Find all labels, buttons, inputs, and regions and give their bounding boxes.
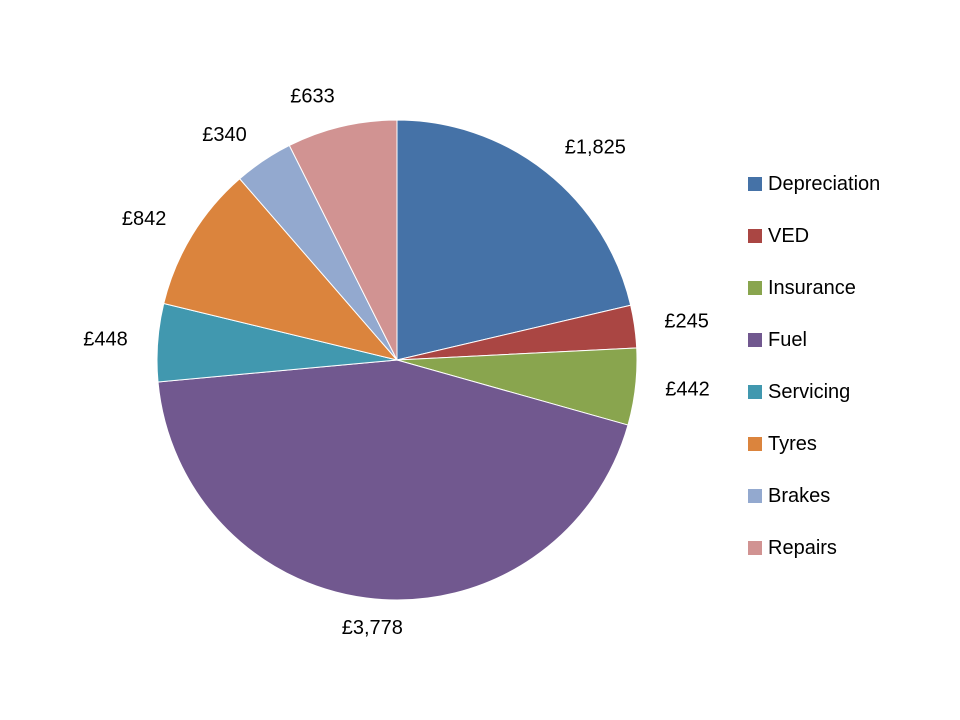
legend-item-depreciation: Depreciation — [748, 158, 880, 210]
legend-label: Servicing — [768, 380, 851, 403]
pie-data-labels: £1,825 £245 £442 £3,778 £448 £842 £340 £633 — [83, 86, 710, 640]
pie-slice-fuel — [157, 359, 629, 601]
data-label-insurance: £442 — [665, 379, 710, 401]
legend: Depreciation VED Insurance Fuel Servicin… — [748, 158, 880, 574]
legend-swatch — [748, 281, 762, 295]
legend-swatch — [748, 333, 762, 347]
legend-label: Depreciation — [768, 172, 881, 195]
data-label-fuel: £3,778 — [342, 617, 403, 639]
legend-item-fuel: Fuel — [748, 314, 880, 366]
legend-label: Repairs — [768, 536, 837, 559]
data-label-depreciation: £1,825 — [565, 137, 626, 159]
data-label-ved: £245 — [664, 311, 709, 333]
legend-label: VED — [768, 224, 810, 247]
data-label-brakes: £340 — [202, 124, 247, 146]
data-label-repairs: £633 — [290, 86, 335, 108]
legend-item-servicing: Servicing — [748, 366, 880, 418]
pie-slice-tyres — [163, 178, 399, 361]
data-label-tyres: £842 — [122, 208, 167, 230]
pie-slice-depreciation — [396, 119, 632, 361]
legend-label: Brakes — [768, 484, 831, 507]
legend-label: Insurance — [768, 276, 856, 299]
legend-swatch — [748, 489, 762, 503]
legend-item-ved: VED — [748, 210, 880, 262]
legend-swatch — [748, 541, 762, 555]
pie-slices — [156, 119, 638, 601]
legend-item-brakes: Brakes — [748, 470, 880, 522]
pie-slice-repairs — [288, 119, 398, 361]
legend-swatch — [748, 437, 762, 451]
legend-label: Tyres — [768, 432, 817, 455]
legend-label: Fuel — [768, 328, 807, 351]
data-label-servicing: £448 — [83, 329, 128, 351]
legend-swatch — [748, 177, 762, 191]
legend-swatch — [748, 385, 762, 399]
legend-swatch — [748, 229, 762, 243]
legend-item-tyres: Tyres — [748, 418, 880, 470]
legend-item-repairs: Repairs — [748, 522, 880, 574]
legend-item-insurance: Insurance — [748, 262, 880, 314]
